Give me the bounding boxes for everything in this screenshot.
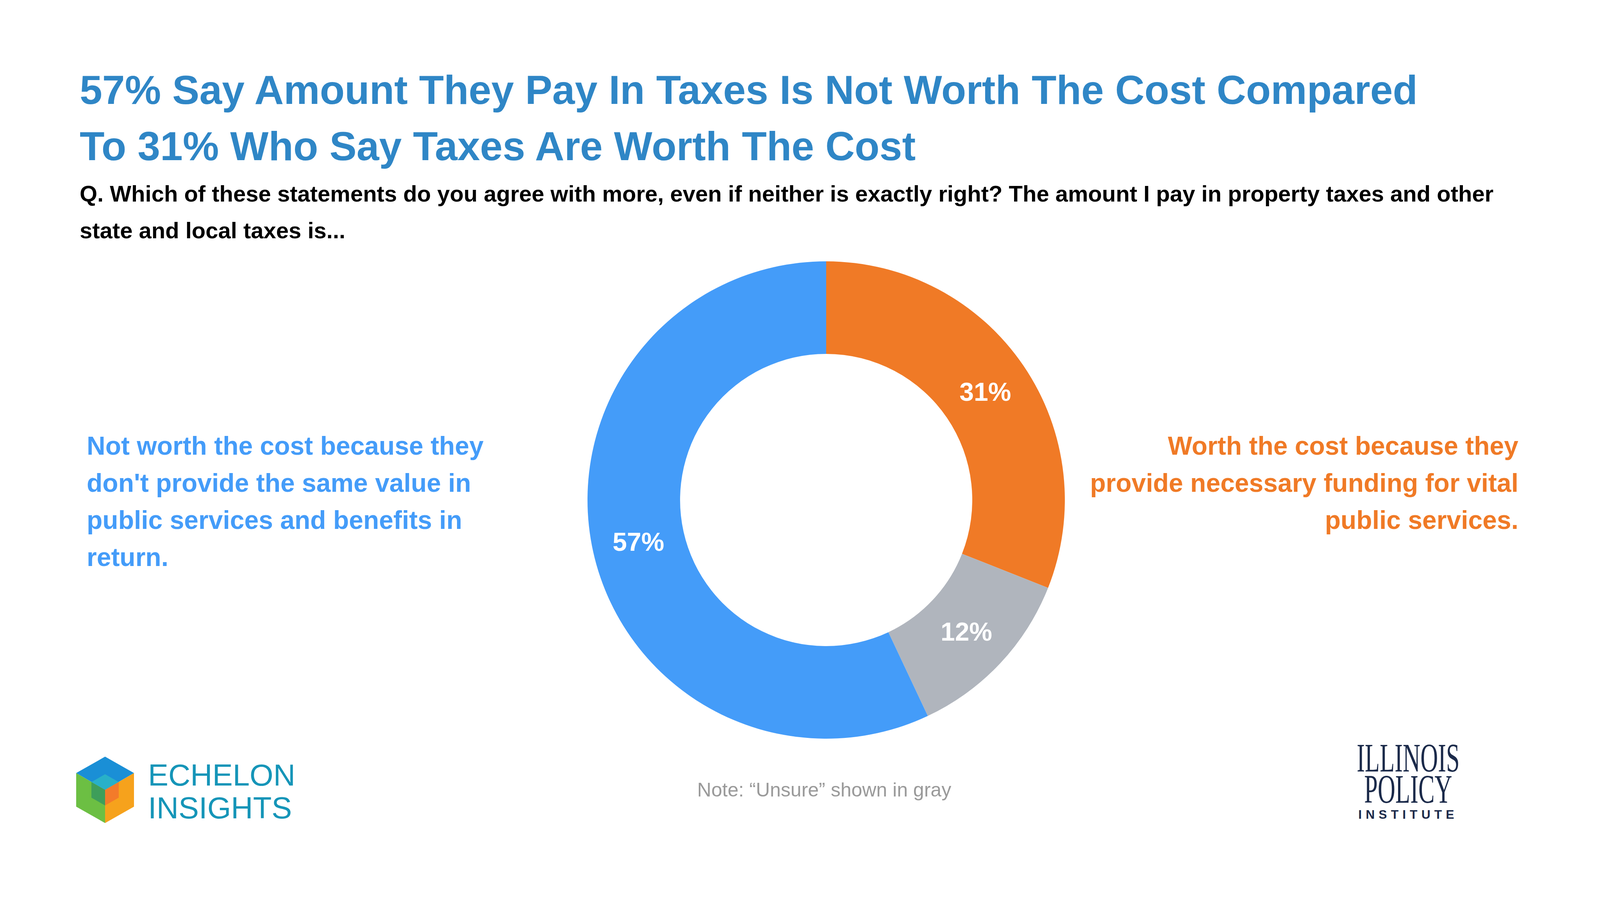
- html-text:Worth the cost because they pr: Worth the cost because they provide nece…: [1090, 431, 1519, 535]
- html-text:Q. Which of these statements d: Q. Which of these statements do you agre…: [79, 180, 1494, 243]
- html-text:Not worth the cost because the: Not worth the cost because they don't pr…: [86, 431, 484, 572]
- svg-text:12%: 12%: [940, 617, 993, 647]
- svg-text:57%: 57%: [612, 527, 665, 557]
- html-text:INSIGHTS: INSIGHTS: [148, 790, 292, 825]
- html-text:INSTITUTE: INSTITUTE: [1358, 807, 1459, 822]
- html-text:Note: “Unsure” shown in gray: Note: “Unsure” shown in gray: [697, 778, 952, 801]
- html-text:ECHELON: ECHELON: [148, 757, 296, 793]
- html-text:ILLINOIS: ILLINOIS: [1356, 735, 1460, 781]
- svg-text:31%: 31%: [959, 377, 1011, 407]
- html-text:POLICY: POLICY: [1364, 766, 1453, 812]
- html-text:57% Say Amount They Pay In Tax: 57% Say Amount They Pay In Taxes Is Not …: [79, 67, 1418, 169]
